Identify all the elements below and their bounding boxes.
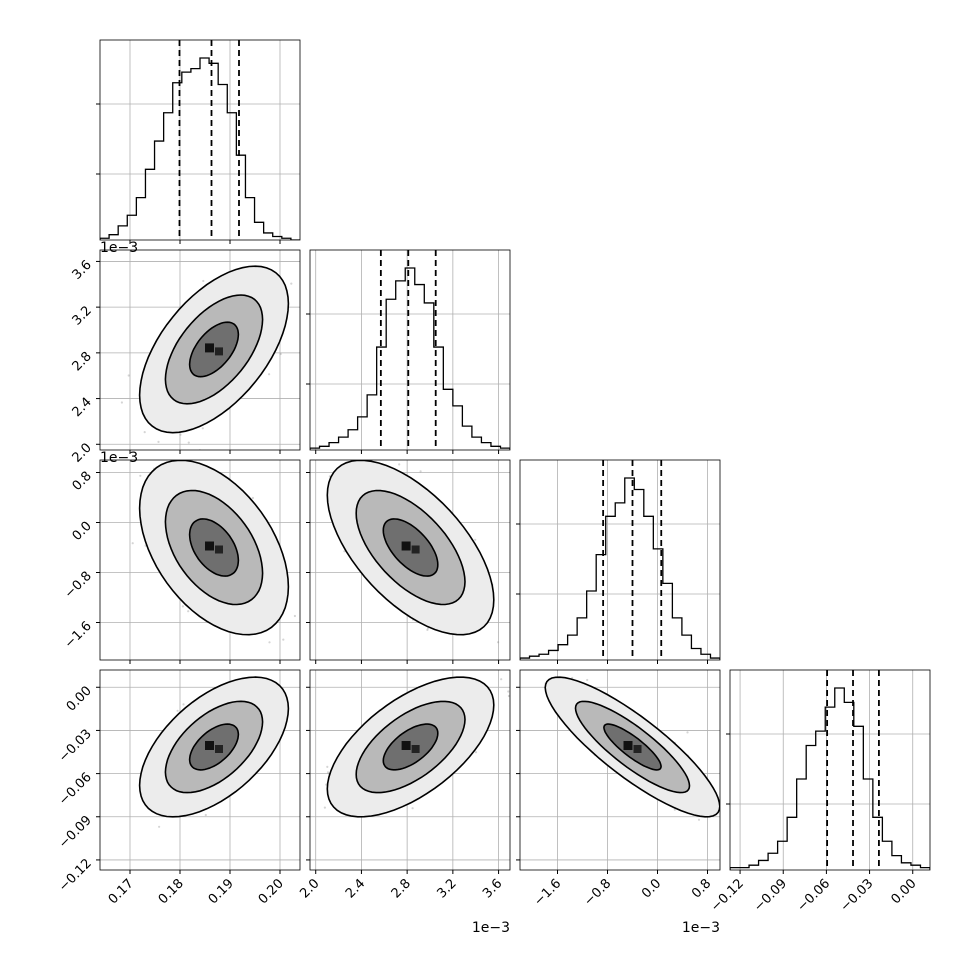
- sample-point: [527, 641, 529, 643]
- sample-point: [426, 628, 429, 632]
- density-peak: [215, 347, 223, 356]
- scatter-panel-1-0: 2.0 2.4 2.8 3.2 3.6 1e−3: [70, 240, 301, 466]
- x-tick-label: 0.20: [256, 876, 287, 907]
- sample-point: [120, 401, 123, 404]
- y-tick-label: 2.8: [70, 349, 95, 374]
- sample-point: [182, 703, 185, 706]
- y-tick-label: 0.0: [70, 519, 95, 544]
- y-tick-label: −0.12: [56, 856, 95, 895]
- density-peak: [401, 541, 411, 551]
- sample-point: [181, 605, 184, 608]
- sample-point: [202, 279, 205, 283]
- sample-point: [157, 440, 160, 443]
- sample-point: [143, 431, 146, 434]
- x-tick-label: 0.17: [106, 876, 137, 907]
- sample-point: [251, 496, 254, 500]
- density-peak: [205, 741, 214, 750]
- sample-point: [411, 807, 414, 810]
- sample-point: [179, 433, 182, 436]
- x-tick-label: 0.19: [206, 876, 237, 907]
- sample-point: [268, 373, 271, 376]
- y-tick-label: 0.8: [70, 469, 95, 494]
- sample-point: [268, 641, 271, 644]
- y-tick-label: −1.6: [62, 619, 95, 652]
- panel-frame: [519, 459, 721, 661]
- histogram-panel-2: [516, 459, 721, 664]
- scatter-panel-2-1: [306, 459, 529, 664]
- panel-frame: [99, 249, 301, 451]
- sample-point: [204, 813, 207, 817]
- scatter-panel-3-1: 2.0 2.4 2.8 3.2 3.61e−3: [297, 669, 511, 936]
- y-tick-label: 2.0: [70, 441, 95, 466]
- sample-point: [187, 441, 190, 444]
- sample-point: [290, 282, 293, 285]
- x-tick-label: 0.18: [156, 876, 187, 907]
- sample-point: [507, 690, 510, 693]
- y-tick-label: 2.4: [70, 395, 95, 420]
- density-peak: [215, 545, 223, 554]
- sample-point: [127, 374, 130, 377]
- histogram-step-1: [310, 267, 510, 450]
- sample-point: [139, 474, 142, 477]
- sample-point: [326, 771, 330, 774]
- panel-frame: [99, 39, 301, 241]
- y-offset-label: 1e−3: [100, 240, 138, 256]
- histogram-step-0: [100, 57, 300, 240]
- panel-frame: [99, 459, 301, 661]
- y-tick-label: 3.2: [70, 303, 95, 328]
- sample-point: [497, 641, 500, 644]
- sample-point: [187, 610, 190, 613]
- scatter-panel-3-0: 0.17 0.18 0.19 0.20 −0.12 −0.09 −0.06 −0.03 0.00: [56, 669, 301, 907]
- sample-point: [398, 463, 401, 466]
- histogram-step-2: [520, 477, 720, 660]
- y-tick-label: −0.06: [56, 770, 95, 809]
- panel-frame: [99, 669, 301, 871]
- histogram-panel-0: [96, 39, 301, 244]
- histogram-panel-1: [306, 249, 511, 454]
- sample-point: [293, 614, 296, 618]
- sample-point: [343, 550, 346, 553]
- y-offset-label: 1e−3: [100, 450, 138, 466]
- y-tick-label: −0.03: [56, 727, 95, 766]
- y-tick-label: 0.00: [64, 683, 95, 714]
- sample-point: [419, 470, 422, 473]
- sample-point: [480, 660, 482, 662]
- sample-point: [158, 825, 161, 828]
- sample-point: [131, 542, 134, 545]
- y-tick-label: −0.09: [56, 813, 95, 852]
- density-peak: [215, 745, 223, 753]
- sample-point: [282, 638, 285, 641]
- sample-point: [201, 427, 204, 430]
- y-tick-label: 3.6: [70, 258, 95, 283]
- scatter-panel-2-0: −1.6 −0.8 0.0 0.8 1e−3: [62, 450, 301, 664]
- sample-point: [176, 709, 179, 712]
- panel-frame: [309, 249, 511, 451]
- density-peak: [205, 343, 214, 353]
- density-peak: [411, 545, 420, 554]
- density-peak: [205, 541, 214, 551]
- panel-frame: [309, 459, 511, 661]
- sample-point: [474, 538, 477, 541]
- sample-point: [279, 352, 282, 356]
- y-tick-label: −0.8: [62, 569, 95, 602]
